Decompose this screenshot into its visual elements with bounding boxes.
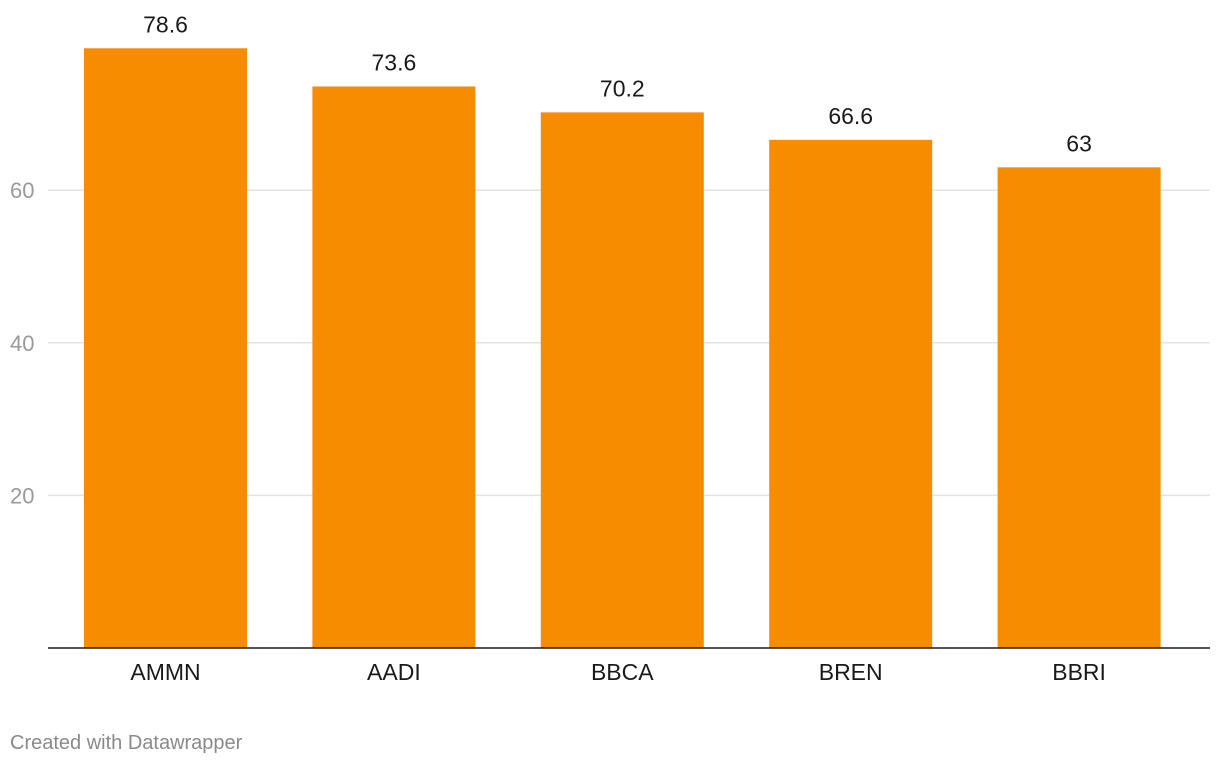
bar-chart: 20 40 60 78.6 73.6 70.2 66.6 63 AMMN AADI BBCA BR… bbox=[10, 11, 1210, 685]
x-tick-label-bren: BREN bbox=[819, 659, 883, 685]
bars bbox=[84, 48, 1161, 649]
value-label-bbca: 70.2 bbox=[600, 75, 645, 101]
x-tick-label-ammn: AMMN bbox=[130, 659, 200, 685]
y-tick-label-20: 20 bbox=[10, 483, 34, 508]
bar-aadi bbox=[312, 86, 476, 648]
value-label-aadi: 73.6 bbox=[372, 49, 417, 75]
x-tick-label-bbca: BBCA bbox=[591, 659, 654, 685]
bar-bbri bbox=[997, 167, 1161, 648]
x-tick-label-bbri: BBRI bbox=[1052, 659, 1106, 685]
credit-footer: Created with Datawrapper bbox=[10, 732, 243, 754]
x-tick-label-aadi: AADI bbox=[367, 659, 421, 685]
y-tick-label-60: 60 bbox=[10, 178, 34, 203]
value-label-bren: 66.6 bbox=[828, 103, 873, 129]
value-label-bbri: 63 bbox=[1066, 130, 1092, 156]
bar-bren bbox=[769, 139, 933, 649]
value-label-ammn: 78.6 bbox=[143, 11, 188, 37]
x-axis-labels: AMMN AADI BBCA BREN BBRI bbox=[130, 659, 1106, 685]
bar-bbca bbox=[540, 112, 704, 648]
y-tick-label-40: 40 bbox=[10, 331, 34, 356]
value-labels: 78.6 73.6 70.2 66.6 63 bbox=[143, 11, 1092, 156]
bar-ammn bbox=[84, 48, 247, 649]
